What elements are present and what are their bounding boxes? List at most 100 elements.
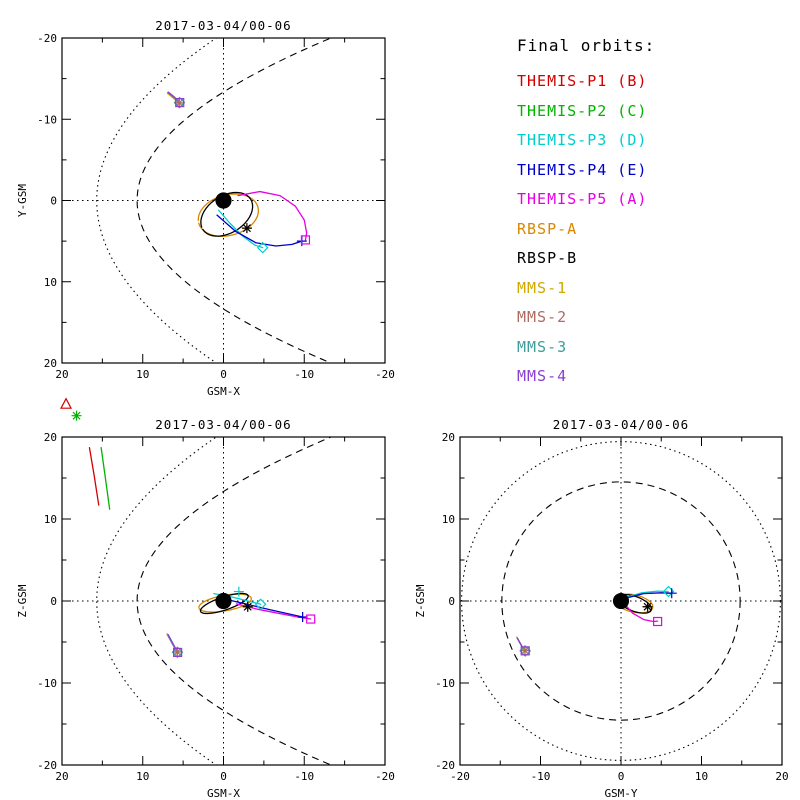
- orbit-trace-themis-p4: [218, 597, 304, 618]
- y-tick-label: -10: [435, 677, 455, 690]
- orbit-trace-rbsp-b: [200, 191, 254, 237]
- panel-xy-content: [62, 38, 385, 363]
- marker-themis-p3-diamond: [256, 241, 269, 254]
- x-tick-label: 10: [136, 770, 149, 783]
- x-tick-label: -10: [294, 368, 314, 381]
- orbit-trace-themis-p5: [623, 602, 659, 623]
- marker-rbsp-b-asterisk: [242, 601, 253, 612]
- panel-xz-content: [62, 437, 385, 765]
- marker-themis-p3-diamond: [254, 598, 267, 611]
- y-tick-label: 10: [442, 513, 455, 526]
- x-tick-label: 20: [55, 770, 68, 783]
- earth: [612, 592, 630, 610]
- orbit-trace-themis-p5: [237, 190, 308, 241]
- marker-mms-4-square: [173, 647, 183, 658]
- earth: [215, 192, 232, 209]
- magnetopause-curve: [136, 38, 333, 363]
- axis-ticks: [61, 37, 386, 364]
- marker-themis-p4-plus: [297, 611, 308, 622]
- marker-rbsp-b-asterisk: [241, 223, 252, 234]
- orbit-trace-themis-p4: [216, 214, 303, 247]
- y-tick-label: 10: [44, 276, 57, 289]
- x-tick-label: -20: [450, 770, 470, 783]
- x-tick-label: -20: [375, 770, 395, 783]
- y-tick-label: -20: [37, 759, 57, 772]
- x-tick-label: 10: [136, 368, 149, 381]
- x-tick-label: 0: [618, 770, 625, 783]
- x-axis-label: GSM-X: [207, 787, 240, 800]
- y-axis-label: Y-GSM: [16, 184, 29, 217]
- legend-title: Final orbits:: [517, 36, 656, 55]
- marker-mms-2-asterisk: [520, 645, 531, 656]
- legend-item-themis-p5: THEMIS-P5 (A): [517, 190, 648, 208]
- marker-rbsp-b-asterisk: [642, 601, 653, 612]
- bow-shock-curve: [96, 38, 218, 363]
- y-tick-label: 0: [50, 595, 57, 608]
- legend-item-themis-p4: THEMIS-P4 (E): [517, 160, 648, 179]
- y-tick-label: -10: [37, 677, 57, 690]
- x-tick-label: 10: [695, 770, 708, 783]
- orbit-trace-themis-p1: [88, 447, 100, 506]
- panel-title: 2017-03-04/00-06: [155, 18, 291, 33]
- marker-themis-p3-plus: [233, 586, 244, 597]
- marker-themis-p5-square: [300, 235, 311, 245]
- panel-title: 2017-03-04/00-06: [155, 417, 291, 432]
- x-tick-label: -10: [531, 770, 551, 783]
- y-tick-label: 10: [44, 513, 57, 526]
- orbit-trace-themis-p3: [218, 209, 264, 249]
- marker-mms-4-square: [520, 646, 530, 656]
- tick-labels: 20 10 0 -10 -20 -20 -10 0 10 20: [37, 32, 395, 381]
- legend-item-mms-2: MMS-2: [517, 308, 568, 326]
- legend-item-mms-3: MMS-3: [517, 337, 568, 356]
- marker-mms-3-diamond: [519, 645, 532, 657]
- marker-mms-2-asterisk: [174, 97, 185, 108]
- x-tick-label: -20: [375, 368, 395, 381]
- panel-xy: 20 10 0 -10 -20 -20 -10 0 10 20 2017-03-04/00-06 GS…: [16, 18, 395, 398]
- orbit-trace-themis-p4: [625, 592, 673, 599]
- marker-themis-p5-square: [306, 614, 316, 624]
- orbit-trace-rbsp-b: [199, 592, 249, 615]
- y-tick-label: 20: [442, 431, 455, 444]
- panel-yz-content: [460, 437, 782, 765]
- y-axis-label: Z-GSM: [16, 584, 29, 617]
- marker-themis-p4-plus: [666, 588, 677, 599]
- x-tick-label: 0: [220, 368, 227, 381]
- marker-themis-p1-triangle: [60, 397, 73, 409]
- marker-mms-2-asterisk: [172, 647, 183, 658]
- legend-items: THEMIS-P1 (B) THEMIS-P2 (C) THEMIS-P3 (D) T…: [517, 67, 655, 392]
- y-tick-label: -20: [435, 759, 455, 772]
- final-orbits-legend: Final orbits: THEMIS-P1 (B) THEMIS-P2 (C)…: [517, 36, 655, 392]
- y-tick-label: -20: [37, 32, 57, 45]
- earth: [215, 592, 232, 610]
- marker-themis-p5-square: [653, 616, 663, 627]
- y-tick-label: 20: [44, 431, 57, 444]
- orbit-trace-themis-p3: [626, 590, 669, 598]
- legend-item-mms-4: MMS-4: [517, 367, 568, 385]
- legend-item-rbsp-a: RBSP-A: [517, 219, 578, 238]
- orbit-trace-mms-4: [167, 633, 179, 653]
- y-tick-label: -10: [37, 113, 57, 126]
- x-tick-label: -10: [294, 770, 314, 783]
- axis-ticks: [61, 436, 386, 766]
- legend-item-mms-1: MMS-1: [517, 278, 568, 297]
- x-tick-label: 0: [220, 770, 227, 783]
- x-axis-label: GSM-X: [207, 385, 240, 398]
- bow-shock-curve: [96, 437, 218, 765]
- axis-ticks: [459, 436, 783, 766]
- legend-item-themis-p2: THEMIS-P2 (C): [517, 101, 648, 120]
- orbit-trace-mms-1: [166, 92, 180, 105]
- marker-themis-p2-asterisk: [71, 410, 82, 421]
- panel-yz: -20 -10 0 10 20 20 10 0 -10 -20 2017-03-04/00-06 GS…: [414, 417, 789, 800]
- orbit-trace-themis-p2: [100, 447, 111, 510]
- x-tick-label: 20: [775, 770, 788, 783]
- x-axis-label: GSM-Y: [604, 787, 637, 800]
- y-axis-label: Z-GSM: [414, 584, 427, 617]
- legend-item-rbsp-b: RBSP-B: [517, 249, 578, 267]
- panel-xz: 20 10 0 -10 -2020100-10-202017-03-04/00-06GS…: [16, 397, 395, 800]
- x-tick-label: 20: [55, 368, 68, 381]
- magnetopause-circle: [501, 481, 741, 721]
- y-tick-label: 20: [44, 357, 57, 370]
